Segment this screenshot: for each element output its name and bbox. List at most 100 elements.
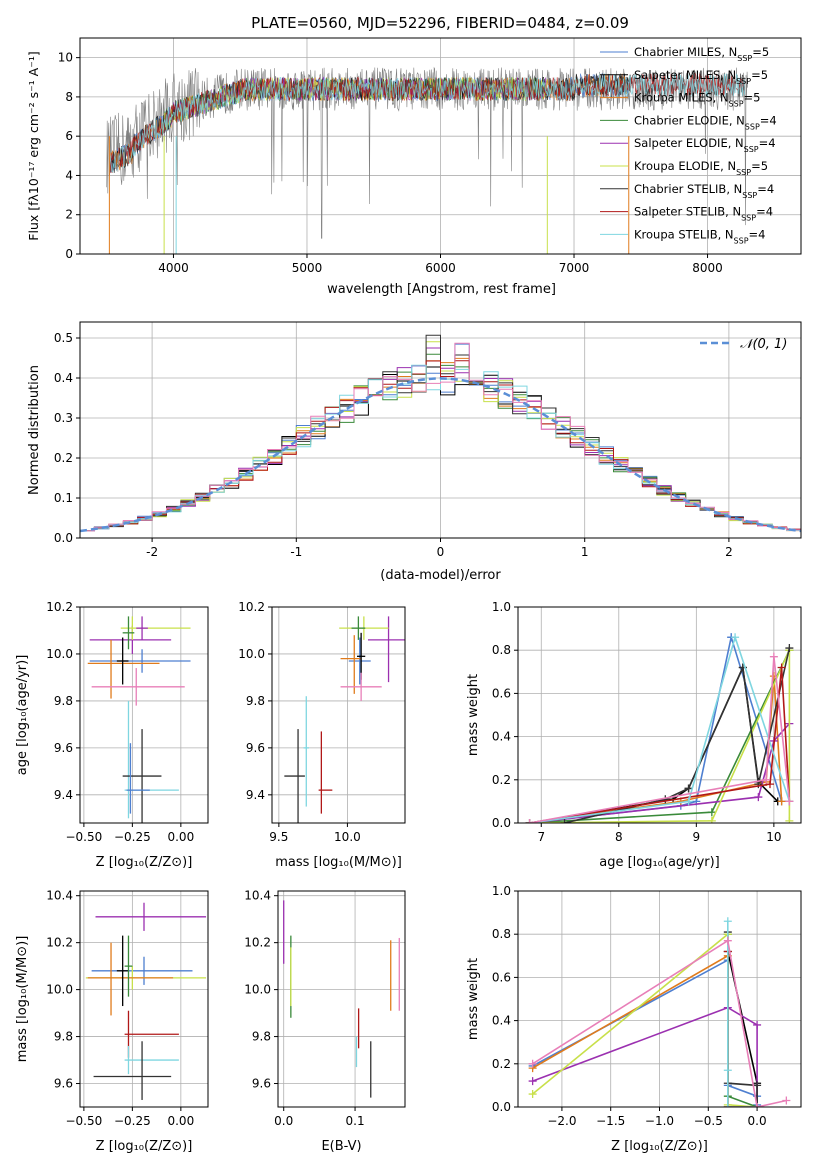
legend-label-sub: SSP xyxy=(736,76,751,85)
y-tick-label: 10.2 xyxy=(238,600,265,614)
y-tick-label: 9.6 xyxy=(54,1077,73,1091)
x-axis-label: age [log₁₀(age/yr)] xyxy=(599,855,720,870)
massweight-marker xyxy=(723,1066,732,1075)
y-axis-label: mass [log₁₀(M/M⊙)] xyxy=(15,936,30,1063)
y-tick-label: 9.4 xyxy=(54,788,73,802)
massweight-marker xyxy=(785,644,794,653)
histogram-step-line xyxy=(80,364,801,532)
legend-label: Salpeter STELIB, NSSP=4 xyxy=(634,205,773,223)
axes-frame xyxy=(517,606,802,824)
errorbar-point xyxy=(93,1041,172,1100)
massweight-marker xyxy=(707,808,716,817)
legend-label-sub: SSP xyxy=(734,236,749,245)
spectrum-panel: 4000 5000 6000 7000 8000 0 2 4 6 8 10 Chabrier MILE… xyxy=(26,37,802,297)
massweight-marker xyxy=(769,652,778,661)
massweight-marker xyxy=(765,780,774,789)
y-tick-label: 6 xyxy=(65,129,73,143)
massweight-lines xyxy=(525,633,794,823)
massweight-series xyxy=(528,936,791,1107)
errorbar-points xyxy=(85,902,207,1100)
legend-label: Kroupa STELIB, NSSP=4 xyxy=(634,227,765,245)
x-tick-label: 7 xyxy=(537,830,545,844)
errorbar-point xyxy=(122,616,135,650)
legend-label-base: Kroupa MILES, N xyxy=(634,91,729,105)
errorbar-point xyxy=(351,616,366,640)
mass-vs-extinction-panel: 0.0 0.1 9.6 9.8 10.0 10.2 10.4 E(B-V) xyxy=(244,889,406,1154)
x-tick-label: 1 xyxy=(581,545,589,559)
axes-frame xyxy=(79,890,209,1108)
y-tick-label: 8 xyxy=(65,90,73,104)
massweight-marker xyxy=(525,819,534,823)
model-spectrum-line xyxy=(109,73,746,176)
axes-frame xyxy=(277,890,406,1108)
massweight-line xyxy=(532,939,787,1107)
massweight-line xyxy=(529,723,790,823)
y-axis-label: Flux [fλ10⁻¹⁷ erg cm⁻² s⁻¹ A⁻¹] xyxy=(26,51,41,240)
axes-frame xyxy=(79,321,802,539)
massweight-marker xyxy=(528,1059,537,1068)
age-vs-mass-panel: 9.5 10.0 9.4 9.6 9.8 10.0 10.2 mass [log₁₀(M/M⊙… xyxy=(238,600,406,870)
errorbar-point xyxy=(126,743,150,814)
massweight-marker xyxy=(782,1096,791,1105)
y-tick-label: 0.4 xyxy=(492,1014,511,1028)
legend-label-sub: SSP xyxy=(744,145,759,154)
y-tick-label: 0.2 xyxy=(492,1057,511,1071)
massweight-marker xyxy=(754,793,763,802)
mass-vs-metallicity-panel: −0.50 −0.25 0.00 9.6 9.8 10.0 10.2 10.4 Z [log₁₀… xyxy=(15,889,209,1154)
x-tick-label: 0.1 xyxy=(346,1114,365,1128)
massweight-line xyxy=(532,958,758,1105)
y-tick-label: 9.6 xyxy=(252,1077,271,1091)
x-tick-label: −2.0 xyxy=(547,1114,576,1128)
x-tick-label: 0.00 xyxy=(167,830,194,844)
errorbar-points xyxy=(283,900,400,1098)
legend-label: 𝒩(0, 1) xyxy=(740,337,787,352)
errorbar-point xyxy=(91,956,193,985)
x-tick-label: 6000 xyxy=(425,261,456,275)
massweight-series xyxy=(528,1003,762,1107)
legend-label-tail: =5 xyxy=(744,91,761,105)
observed-spectrum-line xyxy=(106,66,748,239)
y-tick-label: 0 xyxy=(65,247,73,261)
errorbar-point xyxy=(357,632,366,680)
x-tick-label: 8000 xyxy=(692,261,723,275)
x-tick-label: −0.25 xyxy=(114,830,151,844)
massweight-marker xyxy=(528,1077,537,1086)
y-tick-label: 10.2 xyxy=(244,936,271,950)
legend-label-base: Salpeter STELIB, N xyxy=(634,205,741,219)
x-tick-label: −1.5 xyxy=(596,1114,625,1128)
errorbar-point xyxy=(89,649,191,673)
massweight-marker xyxy=(723,936,732,945)
legend-label-sub: SSP xyxy=(736,168,751,177)
y-tick-label: 10.4 xyxy=(46,889,73,903)
legend-label-sub: SSP xyxy=(742,190,757,199)
massweight-marker xyxy=(777,797,786,806)
x-axis-label: Z [log₁₀(Z/Z⊙)] xyxy=(611,1139,708,1154)
massweight-series xyxy=(528,956,762,1107)
x-tick-label: 5000 xyxy=(292,261,323,275)
y-tick-label: 10.4 xyxy=(244,889,271,903)
y-tick-label: 10.0 xyxy=(46,647,73,661)
y-tick-label: 9.6 xyxy=(54,741,73,755)
x-tick-label: 9.5 xyxy=(269,830,288,844)
errorbar-point xyxy=(124,935,133,997)
y-axis-label: mass weight xyxy=(466,674,481,756)
y-tick-label: 0.3 xyxy=(54,411,73,425)
massweight-marker xyxy=(753,1081,762,1090)
massweight-series xyxy=(528,951,762,1107)
y-tick-label: 9.4 xyxy=(246,788,265,802)
x-axis-label: mass [log₁₀(M/M⊙)] xyxy=(275,855,402,870)
massweight-marker xyxy=(684,797,693,806)
massweight-marker xyxy=(684,784,693,793)
y-tick-label: 0.8 xyxy=(492,927,511,941)
errorbar-point xyxy=(116,935,129,1007)
errorbar-point xyxy=(87,639,160,699)
massweight-line xyxy=(727,921,758,1107)
x-tick-label: −0.25 xyxy=(114,1114,151,1128)
y-tick-label: 10 xyxy=(58,51,73,65)
y-tick-label: 0.2 xyxy=(492,773,511,787)
legend-label-tail: =5 xyxy=(751,68,768,82)
figure-title: PLATE=0560, MJD=52296, FIBERID=0484, z=0… xyxy=(251,14,629,32)
x-tick-label: 7000 xyxy=(559,261,590,275)
errorbar-point xyxy=(367,616,405,683)
